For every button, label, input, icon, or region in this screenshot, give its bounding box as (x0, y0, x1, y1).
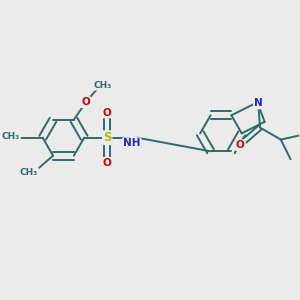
Text: O: O (82, 97, 90, 107)
Text: CH₃: CH₃ (93, 81, 111, 90)
Text: N: N (254, 98, 263, 109)
Text: S: S (103, 131, 111, 144)
Text: CH₃: CH₃ (20, 168, 38, 177)
Text: O: O (103, 158, 112, 168)
Text: CH₃: CH₃ (2, 132, 20, 141)
Text: O: O (103, 107, 112, 118)
Text: O: O (236, 140, 245, 150)
Text: NH: NH (123, 138, 141, 148)
